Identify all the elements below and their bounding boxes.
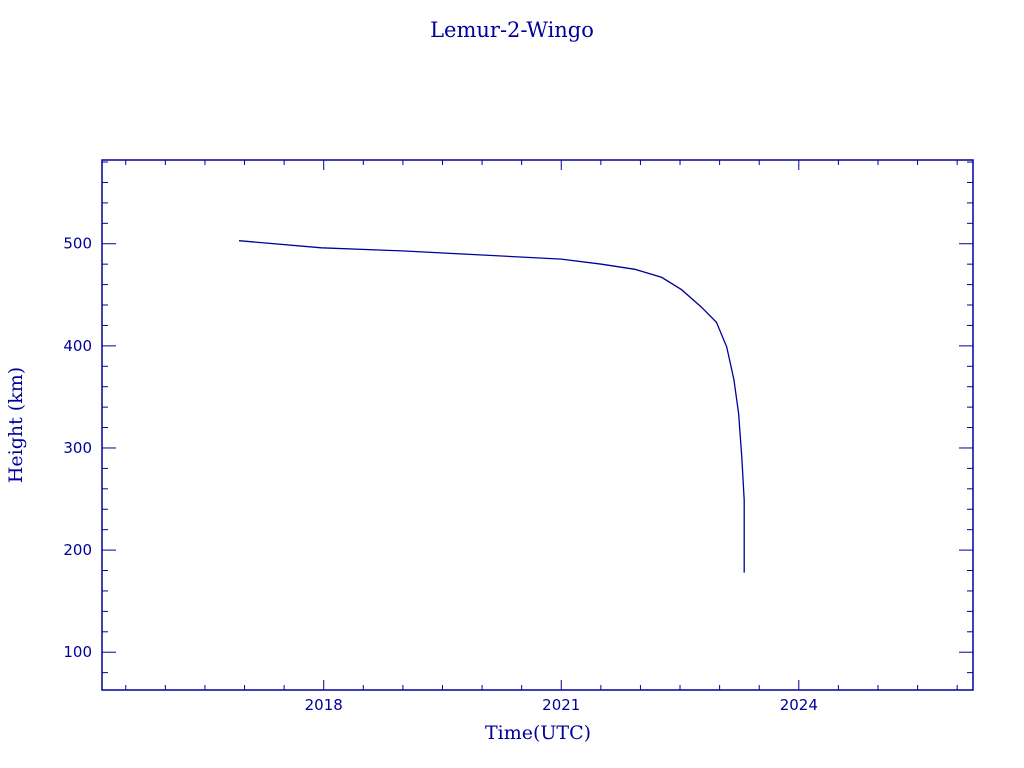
x-tick-label: 2018	[305, 696, 343, 714]
x-tick-label: 2024	[780, 696, 818, 714]
height-series-line	[238, 240, 745, 573]
y-tick-label: 500	[63, 235, 92, 253]
plot-frame	[101, 159, 974, 691]
y-tick-label: 100	[63, 643, 92, 661]
y-tick-label: 300	[63, 439, 92, 457]
y-tick-label: 200	[63, 541, 92, 559]
x-tick-label: 2021	[542, 696, 580, 714]
y-axis-label: Height (km)	[5, 367, 27, 483]
x-axis-label: Time(UTC)	[485, 722, 591, 744]
chart-title: Lemur-2-Wingo	[430, 18, 594, 42]
y-tick-label: 400	[63, 337, 92, 355]
